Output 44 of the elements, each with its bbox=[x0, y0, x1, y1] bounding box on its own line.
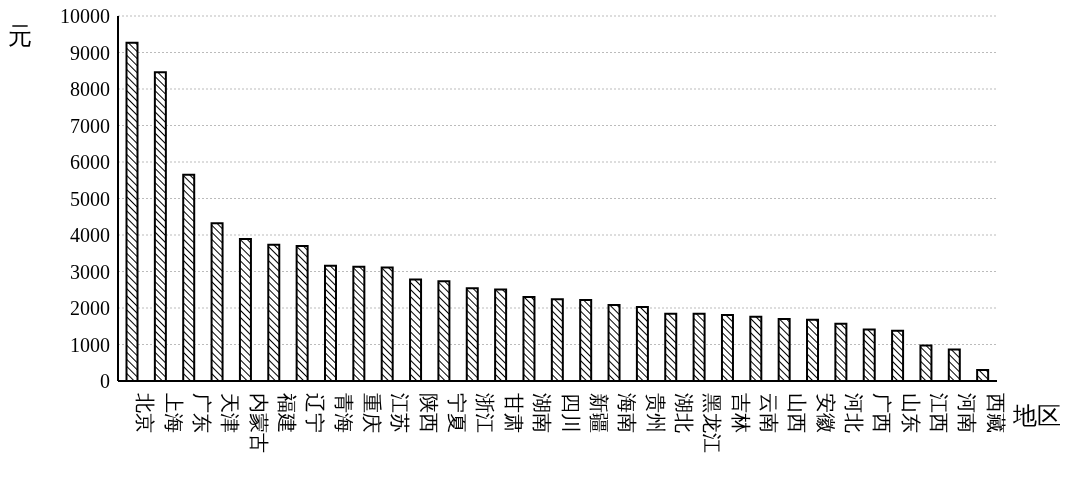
y-tick-label: 9000 bbox=[70, 41, 110, 64]
x-tick-label: 陕西 bbox=[417, 393, 440, 433]
x-tick-label: 四川 bbox=[559, 393, 582, 433]
x-tick-label: 安徽 bbox=[814, 393, 837, 433]
y-tick-label: 8000 bbox=[70, 78, 110, 101]
x-tick-label: 吉林 bbox=[729, 393, 752, 433]
x-tick-label: 甘肃 bbox=[502, 393, 525, 433]
x-axis-title: 地区 bbox=[1013, 402, 1061, 431]
x-tick-label: 江苏 bbox=[389, 393, 412, 433]
x-tick-label: 黑龙江 bbox=[701, 393, 724, 453]
x-tick-label: 山西 bbox=[786, 393, 809, 433]
x-tick-label: 广东 bbox=[190, 393, 213, 433]
x-tick-label: 北京 bbox=[134, 393, 157, 433]
x-tick-label: 新疆 bbox=[587, 393, 610, 433]
x-tick-label: 内蒙古 bbox=[247, 393, 270, 453]
x-tick-label: 贵州 bbox=[644, 393, 667, 433]
x-tick-label: 湖北 bbox=[672, 393, 695, 433]
y-tick-label: 2000 bbox=[70, 297, 110, 320]
y-tick-label: 5000 bbox=[70, 187, 110, 210]
x-tick-label: 天津 bbox=[219, 393, 242, 433]
y-tick-label: 0 bbox=[100, 370, 110, 393]
x-tick-label: 辽宁 bbox=[304, 393, 327, 433]
y-tick-label: 3000 bbox=[70, 260, 110, 283]
x-tick-label: 山东 bbox=[899, 393, 922, 433]
y-axis-title: 元 bbox=[8, 23, 32, 49]
x-tick-label: 河南 bbox=[956, 393, 979, 433]
x-tick-label: 广西 bbox=[871, 393, 894, 433]
x-tick-label: 宁夏 bbox=[446, 393, 469, 433]
y-tick-label: 7000 bbox=[70, 114, 110, 137]
x-tick-label: 河北 bbox=[843, 393, 866, 433]
x-tick-label: 江西 bbox=[928, 393, 951, 433]
y-tick-label: 1000 bbox=[70, 333, 110, 356]
x-tick-label: 湖南 bbox=[531, 393, 554, 433]
x-tick-label: 青海 bbox=[332, 393, 355, 433]
x-tick-label: 云南 bbox=[757, 393, 780, 433]
x-tick-label: 浙江 bbox=[474, 393, 497, 433]
x-tick-label: 福建 bbox=[275, 393, 298, 433]
y-tick-label: 10000 bbox=[60, 5, 110, 28]
x-tick-label: 海南 bbox=[616, 393, 639, 433]
x-tick-label: 上海 bbox=[162, 393, 185, 433]
x-tick-label: 重庆 bbox=[361, 393, 384, 433]
y-tick-label: 6000 bbox=[70, 151, 110, 174]
x-tick-label: 西藏 bbox=[984, 393, 1007, 433]
y-tick-label: 4000 bbox=[70, 224, 110, 247]
